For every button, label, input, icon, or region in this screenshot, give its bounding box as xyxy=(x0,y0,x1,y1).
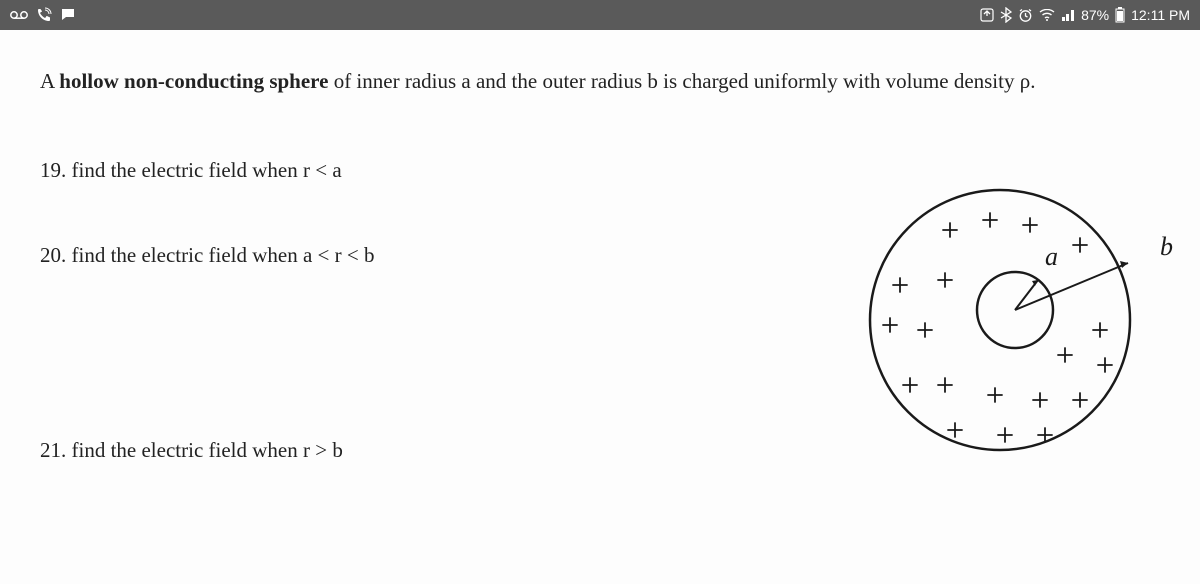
intro-suffix: of inner radius a and the outer radius b… xyxy=(328,69,1035,93)
update-icon xyxy=(980,8,994,22)
signal-icon xyxy=(1061,9,1075,21)
alarm-icon xyxy=(1018,8,1033,23)
message-icon xyxy=(60,7,76,23)
intro-highlight: hollow non-conducting sphere xyxy=(59,69,328,93)
clock-time: 12:11 PM xyxy=(1131,7,1190,23)
bluetooth-icon xyxy=(1000,7,1012,23)
voicemail-icon xyxy=(10,9,28,21)
status-bar: 87% 12:11 PM xyxy=(0,0,1200,30)
problem-intro: A hollow non-conducting sphere of inner … xyxy=(40,66,1140,98)
intro-prefix: A xyxy=(40,69,59,93)
content-area: A hollow non-conducting sphere of inner … xyxy=(0,30,1200,584)
svg-text:b: b xyxy=(1160,232,1173,261)
status-right: 87% 12:11 PM xyxy=(980,7,1190,23)
phone-icon xyxy=(36,7,52,23)
sphere-diagram: ab xyxy=(820,180,1180,460)
svg-text:a: a xyxy=(1045,242,1058,271)
question-19: 19. find the electric field when r < a xyxy=(40,158,1160,183)
wifi-icon xyxy=(1039,9,1055,21)
battery-icon xyxy=(1115,7,1125,23)
battery-percent: 87% xyxy=(1081,7,1109,23)
status-left xyxy=(10,7,76,23)
